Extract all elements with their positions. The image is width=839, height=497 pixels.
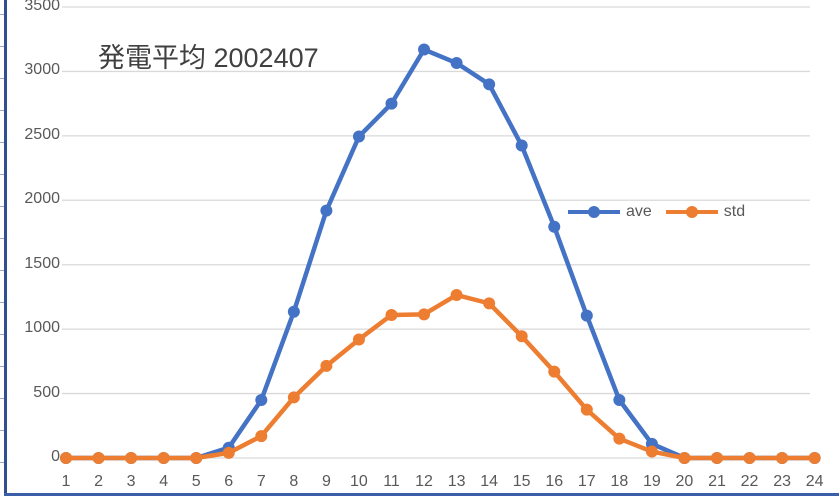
data-point-std xyxy=(125,452,138,464)
data-point-std xyxy=(548,365,561,378)
legend-item-std: std xyxy=(665,203,746,221)
x-tick-label: 9 xyxy=(321,473,331,490)
data-point-std xyxy=(483,297,496,310)
data-point-std xyxy=(645,445,658,458)
data-point-std xyxy=(287,391,300,404)
data-point-ave xyxy=(580,309,593,322)
x-tick-label: 22 xyxy=(740,473,759,490)
data-point-ave xyxy=(450,57,463,70)
x-tick-label: 18 xyxy=(610,473,629,490)
legend-marker-std-icon xyxy=(665,204,718,220)
y-tick-label: 500 xyxy=(33,383,60,401)
data-point-std xyxy=(808,452,821,464)
y-tick-label: 1000 xyxy=(24,319,60,337)
data-point-std xyxy=(157,452,170,464)
data-point-std xyxy=(60,452,72,464)
series-line-ave xyxy=(66,47,815,461)
x-tick-label: 8 xyxy=(289,473,299,490)
chart-title: 発電平均 2002407 xyxy=(98,43,319,73)
legend-item-ave: ave xyxy=(568,203,652,221)
data-point-ave xyxy=(418,43,431,56)
data-point-std xyxy=(255,430,268,443)
y-tick-label: 2000 xyxy=(24,190,60,208)
series-line-std xyxy=(66,292,815,461)
y-tick-label: 3000 xyxy=(24,61,60,79)
x-tick-label: 1 xyxy=(61,473,71,490)
data-point-std xyxy=(418,308,431,321)
legend-label-ave: ave xyxy=(626,203,652,220)
x-tick-label: 4 xyxy=(159,473,169,490)
y-tick-label: 2500 xyxy=(24,125,60,143)
data-point-std xyxy=(613,432,626,445)
data-point-ave xyxy=(352,130,365,143)
x-tick-label: 6 xyxy=(224,473,234,490)
x-tick-label: 12 xyxy=(415,473,433,490)
x-tick-label: 23 xyxy=(773,473,791,490)
data-point-std xyxy=(515,330,528,343)
x-tick-label: 13 xyxy=(447,473,466,490)
x-tick-label: 16 xyxy=(545,473,564,490)
legend: ave std xyxy=(568,203,745,221)
legend-label-std: std xyxy=(723,203,746,220)
x-tick-label: 19 xyxy=(642,473,661,490)
bottom-border xyxy=(4,493,839,496)
data-point-std xyxy=(190,452,203,464)
data-point-std xyxy=(385,308,398,321)
data-point-std xyxy=(678,452,691,464)
data-point-ave xyxy=(255,394,268,407)
x-tick-label: 3 xyxy=(126,473,136,490)
data-point-ave xyxy=(515,139,528,152)
x-tick-label: 17 xyxy=(577,473,596,490)
y-tick-label: 1500 xyxy=(24,254,60,272)
left-border xyxy=(4,0,7,493)
data-point-ave xyxy=(548,220,561,233)
data-point-std xyxy=(352,333,365,346)
x-tick-label: 21 xyxy=(708,473,726,490)
x-tick-label: 11 xyxy=(383,473,400,490)
data-point-std xyxy=(711,452,723,464)
data-point-std xyxy=(222,446,235,459)
x-tick-label: 14 xyxy=(480,473,499,490)
data-point-std xyxy=(580,403,593,416)
data-point-std xyxy=(320,359,333,372)
left-edge-ticks xyxy=(0,0,4,493)
data-point-std xyxy=(450,288,463,301)
data-point-ave xyxy=(613,394,626,407)
x-tick-label: 10 xyxy=(350,473,368,490)
x-tick-label: 20 xyxy=(675,473,694,490)
x-tick-label: 5 xyxy=(191,473,201,490)
y-tick-label: 0 xyxy=(51,448,60,465)
y-tick-label: 3500 xyxy=(24,0,60,14)
x-tick-label: 2 xyxy=(94,473,103,490)
x-tick-label: 15 xyxy=(512,473,531,490)
data-point-std xyxy=(776,452,789,464)
data-point-ave xyxy=(320,204,333,217)
data-point-std xyxy=(92,452,105,464)
x-tick-label: 7 xyxy=(256,473,266,490)
data-point-ave xyxy=(483,78,496,91)
data-point-ave xyxy=(385,97,398,110)
data-point-ave xyxy=(287,305,300,318)
legend-marker-ave-icon xyxy=(568,204,620,220)
x-tick-label: 24 xyxy=(805,473,824,490)
data-point-std xyxy=(743,452,756,464)
